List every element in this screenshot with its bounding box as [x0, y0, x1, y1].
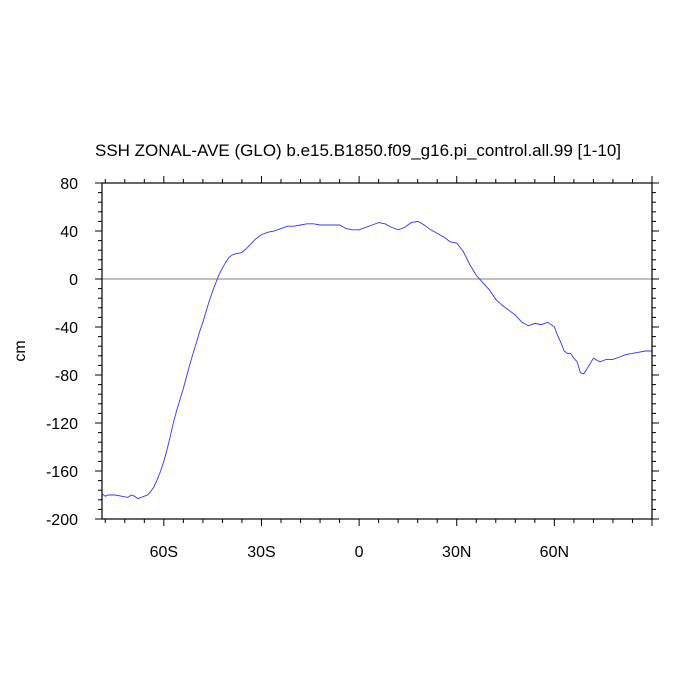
- x-tick-label: 0: [355, 544, 364, 561]
- y-tick-label: -160: [46, 464, 78, 481]
- x-tick-label: 30S: [247, 544, 275, 561]
- x-tick-label: 60S: [150, 544, 178, 561]
- chart-title: SSH ZONAL-AVE (GLO) b.e15.B1850.f09_g16.…: [95, 141, 621, 160]
- y-tick-label: -120: [46, 416, 78, 433]
- axis-ticks: [95, 176, 659, 526]
- series-line: [101, 220, 652, 500]
- x-tick-label: 30N: [442, 544, 471, 561]
- y-tick-label: -200: [46, 512, 78, 529]
- plot-frame: [101, 182, 653, 520]
- y-tick-label: 80: [60, 176, 78, 193]
- y-axis-label: cm: [12, 340, 29, 361]
- y-tick-label: -40: [55, 320, 78, 337]
- x-tick-label: 60N: [540, 544, 569, 561]
- tick-labels: 80 40 0 -40 -80 -120 -160 -200 60S 30S 0 30N 60N: [46, 176, 569, 561]
- y-tick-label: 0: [69, 272, 78, 289]
- y-tick-label: -80: [55, 368, 78, 385]
- y-tick-label: 40: [60, 224, 78, 241]
